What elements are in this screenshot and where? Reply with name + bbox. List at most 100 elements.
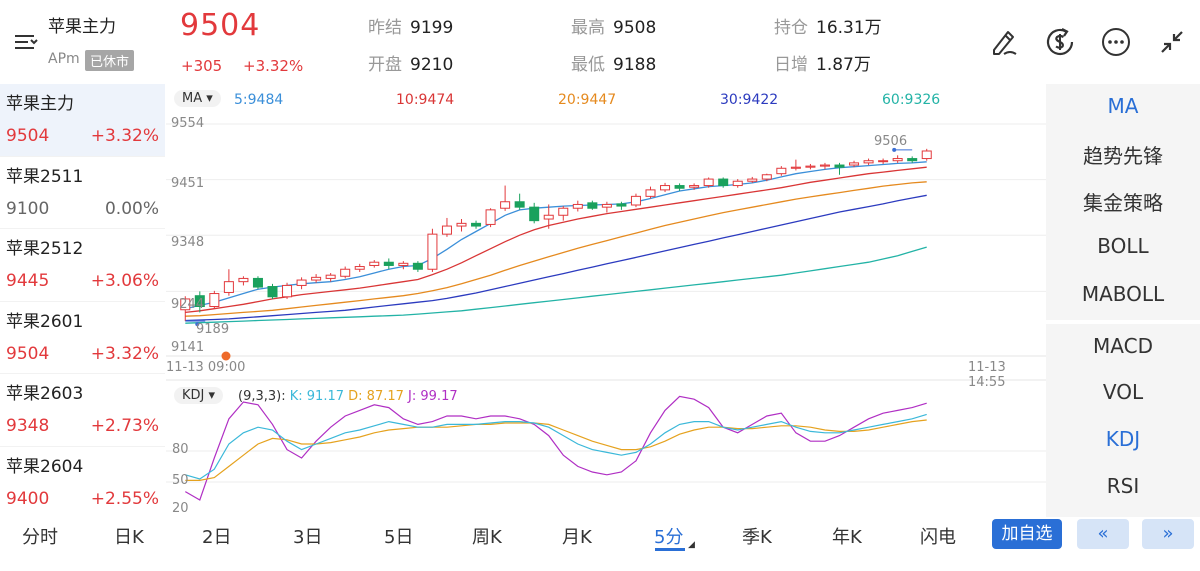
- candle-body: [543, 214, 554, 220]
- prev-contract-button[interactable]: «: [1077, 519, 1129, 549]
- candle-body: [921, 150, 932, 160]
- candle-body: [340, 268, 351, 277]
- candle-body: [834, 164, 845, 168]
- kdj-y-tick: 20: [172, 501, 189, 516]
- indicator-vol[interactable]: VOL: [1102, 380, 1144, 404]
- candle-body: [529, 206, 540, 222]
- trade-icon[interactable]: [1042, 24, 1078, 60]
- period-tabs: 分时 日K 2日 3日 5日 周K 月K 5分 ◢ 季K 年K 闪电 加自选 «…: [0, 517, 1200, 571]
- candle-body: [223, 281, 234, 293]
- candle-body: [630, 195, 641, 206]
- watchlist-price: 9504: [6, 343, 50, 364]
- watchlist-item[interactable]: 苹果2601 9504 +3.32%: [0, 302, 165, 374]
- candle-body: [674, 185, 685, 189]
- stat-value: 9188: [613, 55, 657, 75]
- ma30-value: 30:9422: [720, 92, 779, 108]
- tab-monthly[interactable]: 月K: [562, 527, 592, 548]
- candle-body: [805, 165, 816, 168]
- add-favorite-button[interactable]: 加自选: [992, 519, 1062, 549]
- stat-low: 最低 9188: [571, 50, 656, 75]
- draw-line-icon[interactable]: [986, 24, 1022, 60]
- x-start-time: 11-13 09:00: [166, 360, 246, 375]
- watchlist-item[interactable]: 苹果2604 9400 +2.55%: [0, 447, 165, 518]
- tab-3day[interactable]: 3日: [293, 527, 323, 548]
- candle-body: [485, 209, 496, 225]
- candle-body: [645, 189, 656, 197]
- indicator-macd[interactable]: MACD: [1093, 334, 1153, 358]
- indicator-maboll[interactable]: MABOLL: [1081, 282, 1165, 306]
- tab-5min-dropdown-icon[interactable]: ◢: [688, 540, 695, 550]
- kdj-k: K: 91.17: [289, 389, 345, 404]
- watchlist-item[interactable]: 苹果主力 9504 +3.32%: [0, 84, 165, 157]
- contract-name[interactable]: 苹果主力: [48, 17, 116, 37]
- candle-body: [587, 202, 598, 209]
- candle-body: [441, 225, 452, 235]
- candle-body: [601, 203, 612, 208]
- watchlist-item[interactable]: 苹果2603 9348 +2.73%: [0, 374, 165, 447]
- candle-body: [819, 164, 830, 167]
- tab-quarterly[interactable]: 季K: [742, 527, 772, 548]
- candle-body: [296, 279, 307, 286]
- tab-yearly[interactable]: 年K: [832, 527, 862, 548]
- watchlist-price: 9348: [6, 416, 50, 436]
- candle-body: [863, 160, 874, 164]
- sub-indicator-label: KDJ: [182, 388, 205, 403]
- stat-high: 最高 9508: [571, 13, 656, 38]
- candle-body: [558, 207, 569, 216]
- candle-body: [732, 180, 743, 187]
- kdj-d: D: 87.17: [348, 389, 404, 404]
- candle-body: [412, 262, 423, 270]
- collapse-icon[interactable]: [1154, 24, 1190, 60]
- sub-indicator-selector[interactable]: KDJ ▾: [174, 387, 224, 404]
- candle-body: [907, 158, 918, 162]
- status-badge: 已休市: [85, 50, 135, 71]
- kline-chart[interactable]: [166, 84, 1046, 517]
- y-tick: 9141: [171, 340, 205, 355]
- stat-value: 16.31万: [816, 18, 882, 38]
- watchlist-name: 苹果2604: [6, 456, 84, 477]
- tab-lightning[interactable]: 闪电: [920, 527, 956, 548]
- tab-weekly[interactable]: 周K: [472, 527, 502, 548]
- watchlist-name: 苹果2603: [6, 384, 84, 404]
- indicator-panel: MA 趋势先锋 集金策略 BOLL MABOLL MACD VOL KDJ RS…: [1046, 84, 1200, 517]
- indicator-ma[interactable]: MA: [1107, 94, 1139, 118]
- watchlist-name: 苹果2511: [6, 166, 84, 187]
- stat-prev-settle: 昨结 9199: [368, 13, 453, 38]
- indicator-gold-strategy[interactable]: 集金策略: [1083, 191, 1163, 215]
- change-abs: +305: [181, 57, 223, 75]
- main-indicator-selector[interactable]: MA ▾: [174, 90, 221, 107]
- watchlist-change: +2.73%: [90, 416, 159, 436]
- tab-5min[interactable]: 5分: [654, 527, 684, 548]
- indicator-rsi[interactable]: RSI: [1106, 474, 1140, 498]
- candle-body: [354, 266, 365, 270]
- watchlist-item[interactable]: 苹果2511 9100 0.00%: [0, 157, 165, 229]
- x-end-time: 11-13 14:55: [968, 360, 1006, 390]
- candle-body: [660, 185, 671, 191]
- quote-header: 苹果主力 APm 已休市 9504 +305 +3.32% 昨结 9199 开盘 9…: [0, 0, 1200, 84]
- chart-area[interactable]: MA ▾ 5:9484 10:9474 20:9447 30:9422 60:9…: [166, 84, 1046, 517]
- kdj-j: J: 99.17: [408, 389, 458, 404]
- contract-watchlist: 苹果主力 9504 +3.32% 苹果2511 9100 0.00% 苹果2512 …: [0, 84, 165, 517]
- tab-5day[interactable]: 5日: [384, 527, 414, 548]
- tab-2day[interactable]: 2日: [202, 527, 232, 548]
- indicator-trend-pioneer[interactable]: 趋势先锋: [1083, 144, 1163, 168]
- tab-daily[interactable]: 日K: [114, 527, 144, 548]
- candle-body: [878, 160, 889, 163]
- tab-intraday[interactable]: 分时: [22, 527, 58, 548]
- stat-open-interest: 持仓 16.31万: [774, 13, 882, 38]
- session-label: APm: [48, 51, 80, 67]
- indicator-boll[interactable]: BOLL: [1097, 234, 1149, 258]
- kdj-d-line: [185, 419, 927, 481]
- ma5-value: 5:9484: [234, 92, 284, 108]
- stat-label: 最低: [571, 55, 605, 75]
- watchlist-item[interactable]: 苹果2512 9445 +3.06%: [0, 229, 165, 302]
- next-contract-button[interactable]: »: [1142, 519, 1194, 549]
- indicator-kdj[interactable]: KDJ: [1105, 427, 1141, 451]
- y-tick: 9244: [171, 297, 205, 312]
- candle-body: [776, 167, 787, 175]
- y-tick: 9554: [171, 116, 205, 131]
- more-icon[interactable]: [1098, 24, 1134, 60]
- kdj-values: (9,3,3): K: 91.17 D: 87.17 J: 99.17: [238, 389, 458, 404]
- watchlist-change: 0.00%: [104, 198, 159, 219]
- menu-icon[interactable]: [12, 30, 40, 54]
